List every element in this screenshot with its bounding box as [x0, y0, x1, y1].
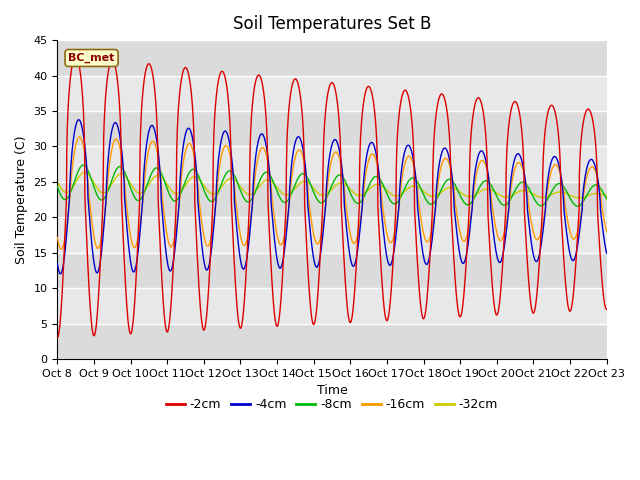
Bar	[58, 324, 607, 359]
X-axis label: Time: Time	[317, 384, 348, 397]
Bar	[58, 111, 607, 146]
Y-axis label: Soil Temperature (C): Soil Temperature (C)	[15, 135, 28, 264]
Legend: -2cm, -4cm, -8cm, -16cm, -32cm: -2cm, -4cm, -8cm, -16cm, -32cm	[161, 394, 503, 417]
Title: Soil Temperatures Set B: Soil Temperatures Set B	[233, 15, 431, 33]
Bar	[58, 252, 607, 288]
Bar	[58, 182, 607, 217]
Text: BC_met: BC_met	[68, 53, 115, 63]
Bar	[58, 40, 607, 75]
